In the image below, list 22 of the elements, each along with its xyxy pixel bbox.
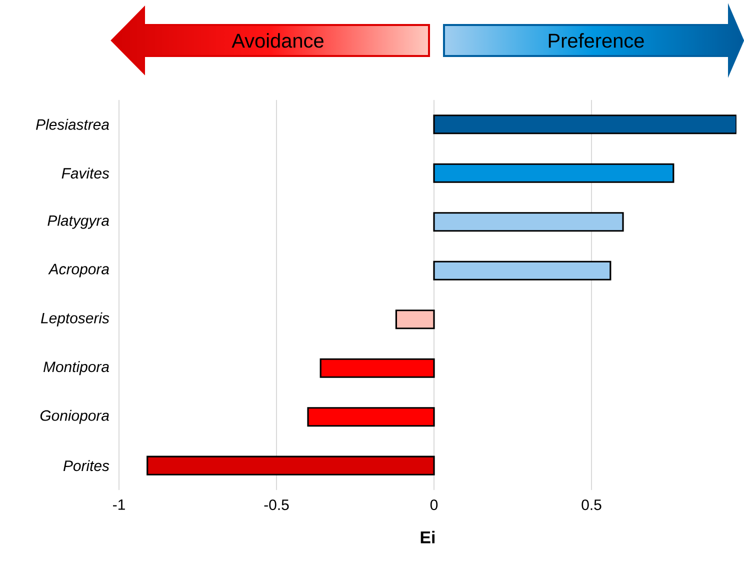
y-tick-label: Goniopora xyxy=(40,410,109,424)
x-tick-label: 0 xyxy=(430,500,438,510)
bar xyxy=(433,163,674,183)
bar xyxy=(146,456,435,476)
y-tick-label: Leptoseris xyxy=(40,312,110,326)
x-tick-label: 0.5 xyxy=(582,500,602,510)
x-tick-label: -1 xyxy=(113,500,125,510)
y-tick-label: Platygyra xyxy=(48,214,109,229)
y-tick-label: Acropora xyxy=(48,264,109,278)
y-tick-label: Montipora xyxy=(43,361,109,376)
x-tick-label: -0.5 xyxy=(264,500,289,510)
x-axis-title: Ei xyxy=(420,530,435,544)
text: Avoidance xyxy=(232,33,324,48)
y-tick-label: Porites xyxy=(63,460,110,472)
text: Preference xyxy=(548,33,644,48)
bar xyxy=(395,310,435,330)
bar xyxy=(433,260,612,280)
bar xyxy=(307,407,435,427)
bar xyxy=(320,358,435,378)
y-tick-label: Favites xyxy=(62,168,110,179)
bar xyxy=(433,212,624,232)
y-tick-label: Plesiastrea xyxy=(36,118,109,130)
